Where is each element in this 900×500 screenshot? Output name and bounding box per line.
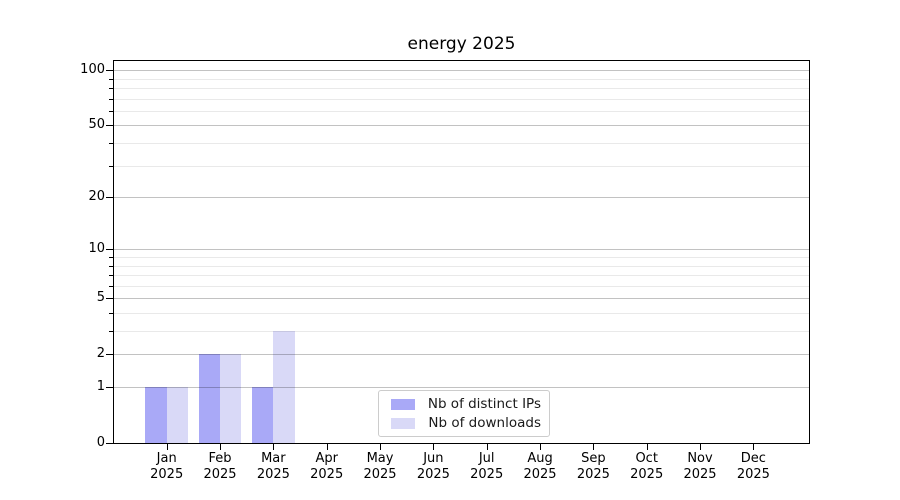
y-tick-minor-4 xyxy=(109,312,113,314)
x-tick-nov xyxy=(700,444,702,450)
legend: Nb of distinct IPs Nb of downloads xyxy=(378,390,550,437)
y-gridline-minor-8 xyxy=(114,265,809,267)
x-tick-label-oct: Oct 2025 xyxy=(630,451,664,482)
y-tick-1 xyxy=(106,387,113,388)
y-tick-minor-3 xyxy=(109,331,113,333)
y-gridline-1 xyxy=(114,387,809,388)
y-gridline-100 xyxy=(114,70,809,72)
y-gridline-minor-7 xyxy=(114,275,809,277)
legend-item-distinct-ips: Nb of distinct IPs xyxy=(387,396,541,412)
x-tick-label-may: May 2025 xyxy=(363,451,397,482)
y-gridline-minor-40 xyxy=(114,143,809,145)
y-tick-20 xyxy=(106,197,113,199)
x-tick-label-jun: Jun 2025 xyxy=(416,451,450,482)
x-tick-label-nov: Nov 2025 xyxy=(683,451,717,482)
y-tick-5 xyxy=(106,298,113,300)
x-tick-jul xyxy=(486,444,488,450)
y-gridline-2 xyxy=(114,354,809,356)
y-tick-minor-6 xyxy=(109,285,113,287)
bar-downloads-jan xyxy=(166,387,188,443)
y-tick-label-10: 10 xyxy=(88,241,105,257)
legend-item-downloads: Nb of downloads xyxy=(387,415,541,431)
y-tick-label-20: 20 xyxy=(88,189,105,205)
y-tick-minor-30 xyxy=(109,165,113,167)
y-tick-minor-80 xyxy=(109,88,113,90)
x-tick-jan xyxy=(166,444,168,450)
y-gridline-minor-3 xyxy=(114,331,809,333)
x-tick-dec xyxy=(753,444,755,450)
y-tick-0 xyxy=(106,443,113,444)
legend-label-downloads: Nb of downloads xyxy=(428,415,541,431)
x-tick-jun xyxy=(433,444,435,450)
legend-label-distinct-ips: Nb of distinct IPs xyxy=(427,396,541,412)
y-tick-minor-70 xyxy=(109,98,113,100)
x-tick-label-dec: Dec 2025 xyxy=(736,451,770,482)
x-tick-aug xyxy=(540,444,542,450)
y-gridline-minor-4 xyxy=(114,312,809,314)
y-tick-minor-60 xyxy=(109,110,113,112)
y-tick-label-100: 100 xyxy=(80,62,105,78)
y-gridline-50 xyxy=(114,125,809,127)
y-gridline-minor-80 xyxy=(114,88,809,90)
x-tick-label-apr: Apr 2025 xyxy=(310,451,344,482)
bar-downloads-feb xyxy=(220,354,242,443)
y-tick-2 xyxy=(106,354,113,356)
y-tick-minor-40 xyxy=(109,143,113,145)
y-tick-100 xyxy=(106,70,113,72)
x-tick-feb xyxy=(220,444,222,450)
y-tick-50 xyxy=(106,125,113,127)
legend-swatch-downloads xyxy=(391,417,416,429)
x-tick-label-aug: Aug 2025 xyxy=(523,451,557,482)
bar-downloads-mar xyxy=(273,331,295,443)
x-tick-label-sep: Sep 2025 xyxy=(576,451,610,482)
y-tick-label-1: 1 xyxy=(96,379,105,394)
y-tick-label-0: 0 xyxy=(96,435,105,450)
x-tick-label-jul: Jul 2025 xyxy=(470,451,504,482)
x-tick-label-feb: Feb 2025 xyxy=(203,451,237,482)
x-tick-label-mar: Mar 2025 xyxy=(256,451,290,482)
y-tick-minor-90 xyxy=(109,78,113,80)
legend-swatch-distinct-ips xyxy=(391,398,415,410)
y-gridline-minor-90 xyxy=(114,78,809,80)
x-tick-sep xyxy=(593,444,595,450)
y-gridline-5 xyxy=(114,298,809,300)
x-tick-oct xyxy=(646,444,648,450)
bar-distinct-ips-feb xyxy=(198,354,221,443)
chart-title: energy 2025 xyxy=(407,34,516,54)
bar-distinct-ips-jan xyxy=(145,387,167,443)
y-tick-minor-7 xyxy=(109,275,113,277)
x-tick-mar xyxy=(273,444,275,450)
y-gridline-minor-70 xyxy=(114,98,809,100)
x-tick-apr xyxy=(326,444,328,450)
y-gridline-20 xyxy=(114,197,809,199)
y-tick-label-50: 50 xyxy=(88,117,105,133)
y-gridline-10 xyxy=(114,249,809,251)
x-tick-may xyxy=(380,444,382,450)
y-tick-minor-9 xyxy=(109,257,113,258)
y-gridline-minor-9 xyxy=(114,257,809,258)
y-gridline-minor-60 xyxy=(114,110,809,112)
y-gridline-minor-30 xyxy=(114,165,809,167)
y-gridline-minor-6 xyxy=(114,285,809,287)
y-tick-10 xyxy=(106,249,113,251)
bar-distinct-ips-mar xyxy=(252,387,274,443)
y-tick-minor-8 xyxy=(109,265,113,267)
y-tick-label-5: 5 xyxy=(96,290,105,306)
x-tick-label-jan: Jan 2025 xyxy=(150,451,184,482)
y-tick-label-2: 2 xyxy=(96,346,105,362)
